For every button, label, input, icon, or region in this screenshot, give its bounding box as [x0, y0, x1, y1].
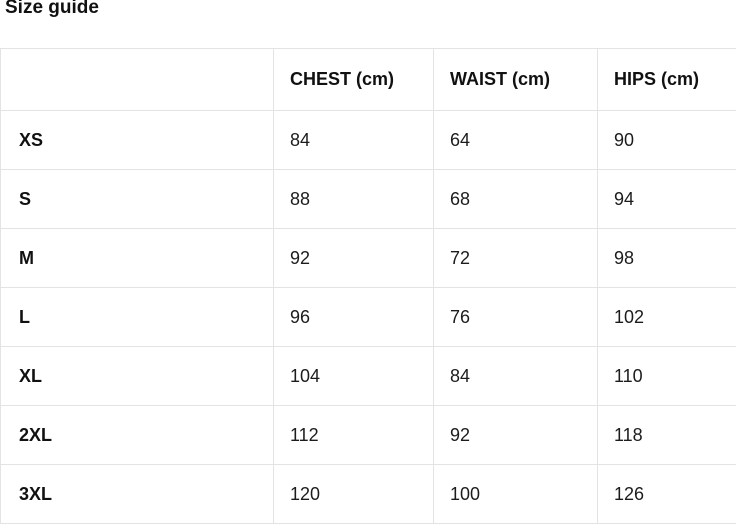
- table-row: L 96 76 102: [1, 288, 736, 347]
- column-header-hips: HIPS (cm): [598, 49, 736, 111]
- chest-value-cell: 88: [274, 170, 434, 229]
- column-header-waist: WAIST (cm): [434, 49, 598, 111]
- chest-value-cell: 96: [274, 288, 434, 347]
- size-label-cell: L: [1, 288, 274, 347]
- hips-value-cell: 90: [598, 111, 736, 170]
- table-row: 2XL 112 92 118: [1, 406, 736, 465]
- size-label-cell: 3XL: [1, 465, 274, 524]
- waist-value-cell: 72: [434, 229, 598, 288]
- chest-value-cell: 104: [274, 347, 434, 406]
- size-label-cell: XL: [1, 347, 274, 406]
- size-label-cell: S: [1, 170, 274, 229]
- table-row: M 92 72 98: [1, 229, 736, 288]
- page-title: Size guide: [5, 0, 736, 19]
- waist-value-cell: 76: [434, 288, 598, 347]
- chest-value-cell: 120: [274, 465, 434, 524]
- size-label-cell: M: [1, 229, 274, 288]
- waist-value-cell: 68: [434, 170, 598, 229]
- chest-value-cell: 92: [274, 229, 434, 288]
- table-row: XL 104 84 110: [1, 347, 736, 406]
- hips-value-cell: 118: [598, 406, 736, 465]
- column-header-chest: CHEST (cm): [274, 49, 434, 111]
- table-row: XS 84 64 90: [1, 111, 736, 170]
- hips-value-cell: 110: [598, 347, 736, 406]
- chest-value-cell: 84: [274, 111, 434, 170]
- chest-value-cell: 112: [274, 406, 434, 465]
- column-header-size: [1, 49, 274, 111]
- hips-value-cell: 94: [598, 170, 736, 229]
- size-label-cell: 2XL: [1, 406, 274, 465]
- hips-value-cell: 126: [598, 465, 736, 524]
- size-guide-table: CHEST (cm) WAIST (cm) HIPS (cm) XS 84 64…: [0, 48, 736, 524]
- waist-value-cell: 84: [434, 347, 598, 406]
- hips-value-cell: 102: [598, 288, 736, 347]
- hips-value-cell: 98: [598, 229, 736, 288]
- waist-value-cell: 100: [434, 465, 598, 524]
- table-row: 3XL 120 100 126: [1, 465, 736, 524]
- waist-value-cell: 92: [434, 406, 598, 465]
- waist-value-cell: 64: [434, 111, 598, 170]
- header-row: CHEST (cm) WAIST (cm) HIPS (cm): [1, 49, 736, 111]
- table-row: S 88 68 94: [1, 170, 736, 229]
- size-label-cell: XS: [1, 111, 274, 170]
